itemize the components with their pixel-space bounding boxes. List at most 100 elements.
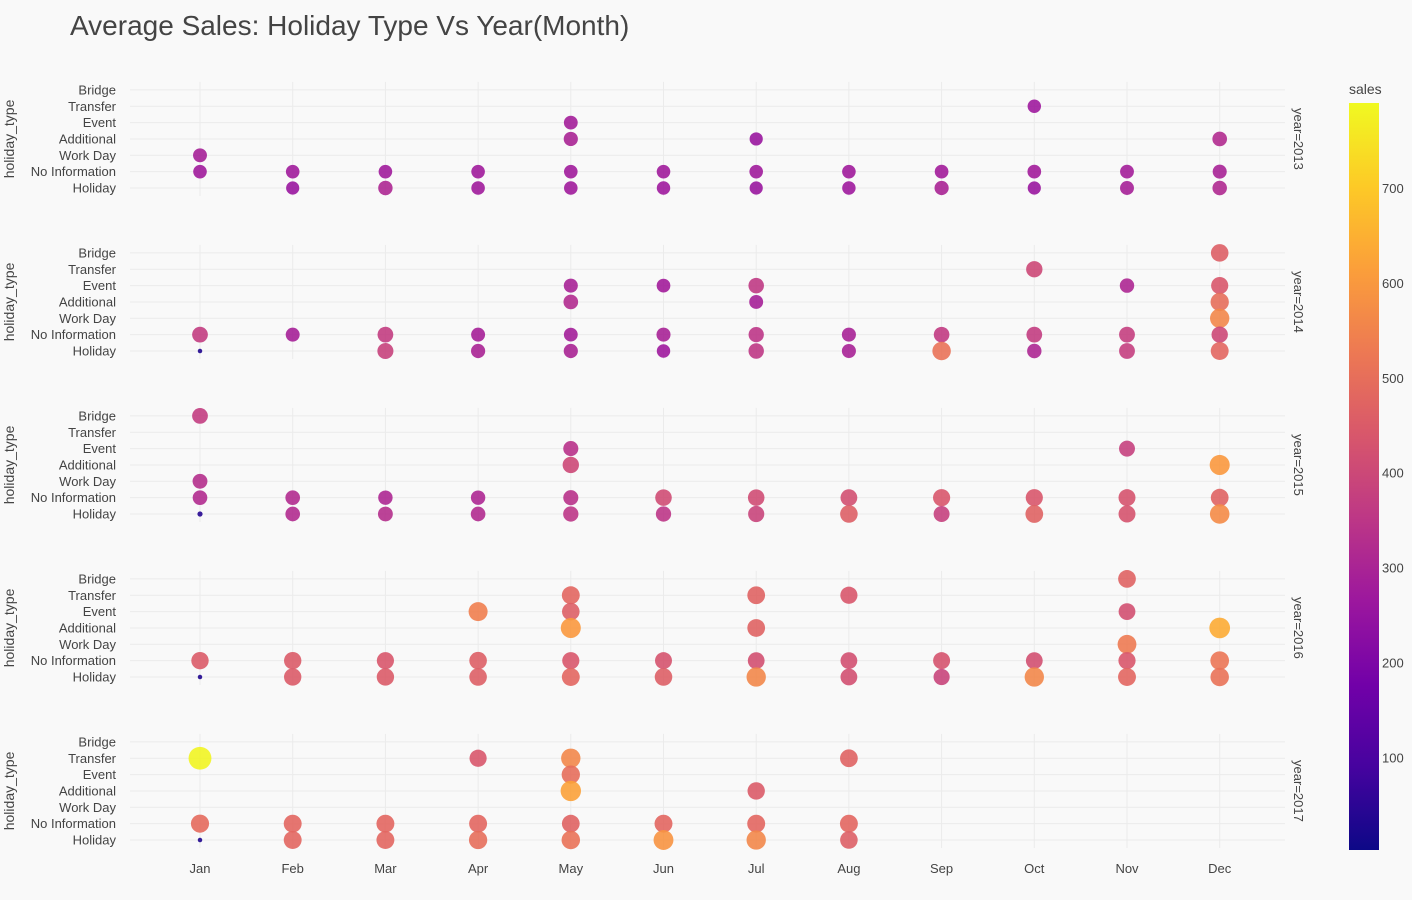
y-tick-label: Work Day (59, 474, 116, 489)
colorbar-title: sales (1349, 81, 1382, 97)
y-tick-label: Work Day (59, 148, 116, 163)
data-point (653, 830, 674, 850)
data-point (841, 343, 856, 359)
y-tick-label: Event (83, 767, 117, 782)
data-point (469, 651, 487, 670)
data-point (1027, 343, 1042, 359)
data-point (197, 511, 203, 517)
data-point (377, 506, 393, 522)
data-point (285, 164, 300, 179)
data-point (748, 505, 765, 523)
data-point (561, 765, 580, 784)
data-point (840, 749, 858, 768)
data-point (285, 327, 300, 342)
data-point (1120, 164, 1134, 179)
data-point (748, 277, 764, 294)
data-point (1027, 164, 1042, 179)
data-point (1118, 505, 1136, 523)
data-point (1212, 164, 1227, 179)
y-tick-label: Holiday (73, 670, 117, 685)
x-tick-label: Jul (748, 861, 765, 876)
data-point (840, 505, 858, 523)
data-point (840, 668, 858, 686)
data-point (747, 489, 765, 506)
data-point (1118, 652, 1136, 670)
y-tick-label: Additional (59, 620, 116, 635)
data-point (376, 668, 395, 686)
data-point (1120, 181, 1134, 195)
x-tick-label: Mar (374, 861, 397, 876)
y-tick-label: Additional (59, 131, 116, 146)
colorbar-tick-label: 600 (1382, 276, 1404, 291)
data-point (1025, 505, 1044, 523)
data-point (193, 164, 207, 179)
colorbar (1349, 103, 1379, 850)
data-point (655, 489, 672, 506)
data-point (285, 506, 301, 522)
data-point (1026, 326, 1043, 343)
data-point (933, 652, 951, 670)
data-point (563, 441, 579, 457)
data-point (377, 326, 394, 343)
data-point (562, 456, 579, 474)
y-tick-label: Additional (59, 783, 116, 798)
data-point (563, 131, 578, 147)
data-point (746, 830, 766, 850)
data-point (1210, 244, 1229, 262)
data-point (840, 586, 858, 604)
y-axis-title: holiday_type (1, 262, 17, 341)
data-point (377, 342, 394, 360)
data-point (842, 181, 856, 195)
data-point (1211, 277, 1229, 295)
data-point (192, 326, 208, 343)
data-point (378, 180, 393, 196)
x-tick-label: Oct (1024, 861, 1045, 876)
data-point (471, 164, 485, 179)
data-point (1210, 292, 1229, 312)
data-point (193, 148, 207, 163)
y-tick-label: Bridge (78, 408, 116, 423)
x-tick-label: Feb (281, 861, 303, 876)
data-point (747, 619, 766, 637)
y-tick-label: Transfer (68, 751, 117, 766)
data-point (564, 181, 578, 195)
data-point (934, 180, 949, 196)
data-point (376, 814, 395, 833)
data-point (933, 506, 950, 522)
data-point (1118, 668, 1136, 686)
y-axis-title: holiday_type (1, 99, 17, 178)
y-tick-label: Event (83, 441, 117, 456)
data-point (564, 164, 578, 179)
y-tick-label: Transfer (68, 262, 117, 277)
colorbar-tick-label: 500 (1382, 371, 1404, 386)
data-point (286, 181, 300, 195)
colorbar-tick-label: 400 (1382, 466, 1404, 481)
data-point (563, 506, 579, 522)
y-tick-label: No Information (31, 653, 116, 668)
data-point (1117, 634, 1137, 654)
data-point (285, 490, 301, 505)
y-tick-label: Holiday (73, 507, 117, 522)
data-point (563, 294, 579, 310)
y-tick-label: Bridge (78, 245, 116, 260)
data-point (1118, 489, 1136, 507)
data-point (468, 602, 488, 622)
data-point (378, 164, 393, 179)
data-point (747, 652, 765, 670)
data-point (839, 814, 858, 833)
data-point (469, 749, 487, 767)
data-point (469, 814, 488, 833)
y-tick-label: Transfer (68, 588, 117, 603)
data-point (656, 344, 671, 358)
data-point (376, 652, 394, 670)
y-tick-label: Bridge (78, 82, 116, 97)
y-tick-label: Event (83, 604, 117, 619)
data-point (749, 132, 763, 146)
y-tick-label: Work Day (59, 800, 116, 815)
data-point (283, 814, 302, 833)
data-point (1209, 504, 1230, 524)
data-point (468, 830, 488, 850)
data-point (188, 746, 212, 770)
